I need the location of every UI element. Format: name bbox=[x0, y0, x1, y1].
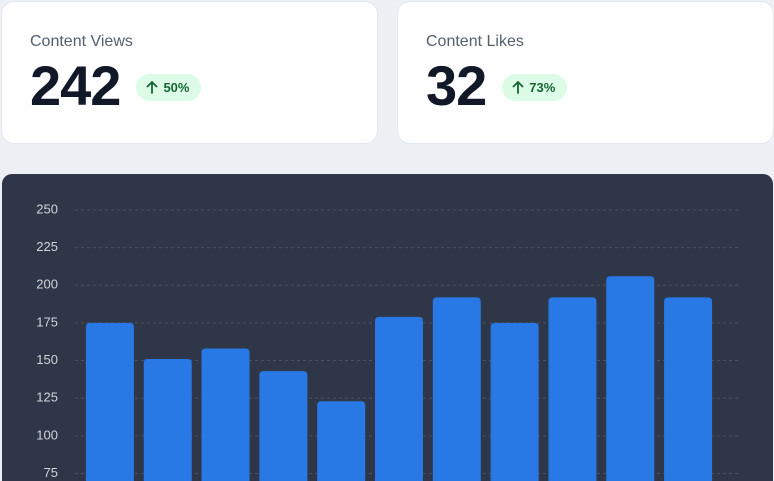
stat-label: Content Views bbox=[30, 33, 133, 50]
bar bbox=[259, 371, 308, 481]
arrow-up-icon bbox=[147, 80, 158, 94]
bar bbox=[664, 297, 713, 481]
bar bbox=[201, 348, 250, 481]
bar bbox=[548, 297, 597, 481]
stat-value: 242 bbox=[30, 54, 121, 117]
bar bbox=[375, 316, 423, 481]
stat-value: 32 bbox=[426, 54, 487, 117]
y-tick-label: 225 bbox=[36, 239, 58, 254]
bar bbox=[317, 401, 366, 481]
change-value: 73% bbox=[529, 79, 556, 95]
stat-card: Content Likes 32 73% bbox=[398, 2, 773, 143]
y-tick-label: 125 bbox=[36, 390, 58, 405]
bar bbox=[85, 322, 134, 481]
change-badge: 73% bbox=[502, 73, 568, 101]
y-tick-label: 250 bbox=[36, 201, 58, 216]
bar bbox=[606, 276, 655, 481]
stat-label: Content Likes bbox=[426, 33, 524, 50]
arrow-up-icon bbox=[512, 80, 524, 94]
bar bbox=[490, 322, 539, 481]
y-tick-label: 150 bbox=[36, 352, 58, 367]
bar bbox=[432, 297, 481, 481]
y-tick-label: 100 bbox=[36, 427, 58, 442]
bar bbox=[143, 359, 192, 481]
stat-card: Content Views 242 50% bbox=[2, 2, 377, 143]
y-tick-label: 200 bbox=[36, 277, 58, 292]
chart: 75 100 125 150 175 200 225 250 bbox=[2, 174, 773, 481]
change-value: 50% bbox=[163, 79, 190, 95]
y-tick-label: 75 bbox=[44, 465, 58, 480]
y-tick-label: 175 bbox=[36, 314, 58, 329]
change-badge: 50% bbox=[136, 73, 202, 101]
